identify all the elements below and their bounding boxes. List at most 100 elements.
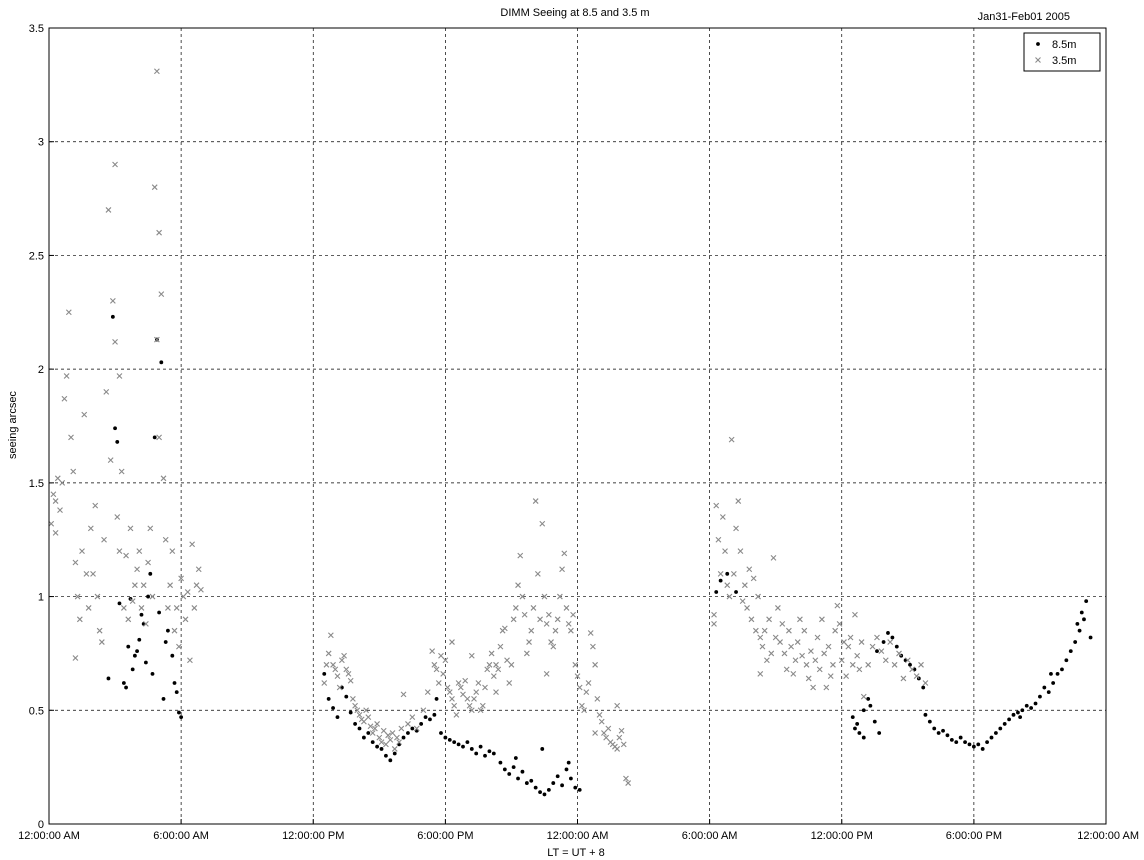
data-point-3-5m: [757, 634, 764, 641]
x-tick-label: 6:00:00 PM: [417, 830, 473, 842]
data-point-3-5m: [493, 661, 499, 668]
data-point-3-5m: [779, 620, 786, 627]
data-point-8-5m: [949, 737, 954, 742]
data-point-3-5m: [728, 436, 735, 443]
data-point-8-5m: [861, 708, 866, 713]
data-point-3-5m: [803, 661, 810, 668]
data-point-8-5m: [894, 644, 899, 649]
data-point-3-5m: [583, 689, 590, 695]
data-point-3-5m: [532, 498, 539, 504]
data-point-3-5m: [160, 475, 167, 482]
data-point-3-5m: [400, 691, 407, 698]
data-point-8-5m: [513, 756, 518, 760]
data-point-3-5m: [900, 675, 907, 682]
data-point-3-5m: [790, 671, 797, 677]
data-point-8-5m: [130, 667, 135, 672]
data-point-3-5m: [165, 605, 171, 611]
data-point-3-5m: [918, 661, 924, 668]
data-point-8-5m: [1029, 706, 1034, 710]
data-point-8-5m: [152, 435, 157, 440]
data-point-3-5m: [805, 675, 812, 682]
data-point-3-5m: [338, 657, 345, 664]
data-point-3-5m: [614, 746, 621, 752]
data-point-8-5m: [1055, 671, 1060, 676]
data-point-3-5m: [356, 711, 363, 718]
data-point-3-5m: [869, 643, 876, 650]
data-point-3-5m: [70, 468, 77, 475]
data-point-3-5m: [506, 680, 513, 686]
data-point-8-5m: [1049, 671, 1053, 676]
data-point-3-5m: [794, 639, 801, 645]
data-point-8-5m: [923, 712, 928, 717]
data-point-8-5m: [331, 706, 335, 710]
data-point-3-5m: [129, 598, 136, 605]
data-point-8-5m: [1068, 649, 1073, 654]
data-point-3-5m: [768, 650, 775, 657]
data-point-3-5m: [74, 593, 81, 600]
y-tick-label: 3: [38, 137, 44, 149]
data-point-3-5m: [598, 718, 605, 725]
data-point-3-5m: [140, 582, 147, 589]
legend-marker-8-5m: [1036, 42, 1040, 46]
data-point-8-5m: [538, 790, 542, 795]
data-point-3-5m: [777, 639, 783, 645]
data-point-3-5m: [462, 677, 469, 684]
data-point-3-5m: [347, 677, 354, 684]
data-point-3-5m: [149, 593, 156, 600]
legend: 8.5m 3.5m: [1023, 32, 1101, 72]
data-point-8-5m: [452, 740, 457, 745]
data-point-3-5m: [440, 671, 447, 677]
data-point-3-5m: [834, 602, 841, 609]
data-point-3-5m: [792, 657, 799, 664]
data-point-8-5m: [1018, 715, 1023, 720]
data-point-3-5m: [510, 616, 517, 623]
data-point-3-5m: [493, 689, 499, 695]
data-point-3-5m: [841, 639, 847, 645]
data-point-3-5m: [618, 727, 625, 734]
x-tick-label: 6:00:00 AM: [682, 830, 738, 842]
data-point-3-5m: [420, 707, 427, 714]
data-point-8-5m: [157, 610, 162, 615]
data-point-3-5m: [574, 673, 581, 680]
data-point-3-5m: [854, 652, 861, 659]
data-point-8-5m: [1007, 717, 1012, 722]
data-point-3-5m: [887, 639, 894, 645]
data-point-3-5m: [810, 684, 817, 691]
data-point-8-5m: [524, 781, 529, 785]
data-point-8-5m: [1024, 703, 1029, 708]
data-point-8-5m: [861, 735, 866, 740]
data-point-3-5m: [733, 525, 739, 532]
x-tick-label: 12:00:00 PM: [811, 830, 873, 842]
data-point-3-5m: [827, 673, 834, 680]
data-point-3-5m: [369, 730, 376, 736]
data-point-3-5m: [162, 536, 169, 543]
data-point-8-5m: [555, 774, 560, 779]
data-point-3-5m: [431, 661, 438, 668]
data-point-3-5m: [464, 696, 471, 702]
data-point-8-5m: [560, 783, 564, 788]
data-point-3-5m: [52, 530, 59, 536]
data-point-8-5m: [137, 637, 142, 642]
data-point-8-5m: [361, 735, 366, 740]
plot-frame: [48, 27, 1107, 825]
data-point-3-5m: [48, 520, 55, 527]
data-point-8-5m: [989, 735, 994, 740]
data-point-3-5m: [158, 291, 165, 297]
legend-dot: [1036, 42, 1040, 46]
data-point-3-5m: [616, 734, 623, 741]
data-point-8-5m: [718, 578, 723, 583]
data-point-3-5m: [563, 605, 570, 611]
data-point-3-5m: [171, 627, 178, 634]
legend-marker-3-5m: [1035, 57, 1041, 63]
data-point-3-5m: [178, 575, 185, 582]
data-point-8-5m: [172, 681, 177, 685]
data-point-3-5m: [138, 605, 145, 611]
data-point-3-5m: [830, 661, 836, 668]
data-point-3-5m: [587, 630, 594, 636]
data-point-8-5m: [1088, 635, 1093, 640]
data-point-3-5m: [568, 627, 574, 634]
data-point-8-5m: [998, 726, 1003, 731]
data-point-3-5m: [521, 611, 528, 618]
data-point-3-5m: [90, 570, 96, 577]
data-point-3-5m: [570, 611, 576, 618]
